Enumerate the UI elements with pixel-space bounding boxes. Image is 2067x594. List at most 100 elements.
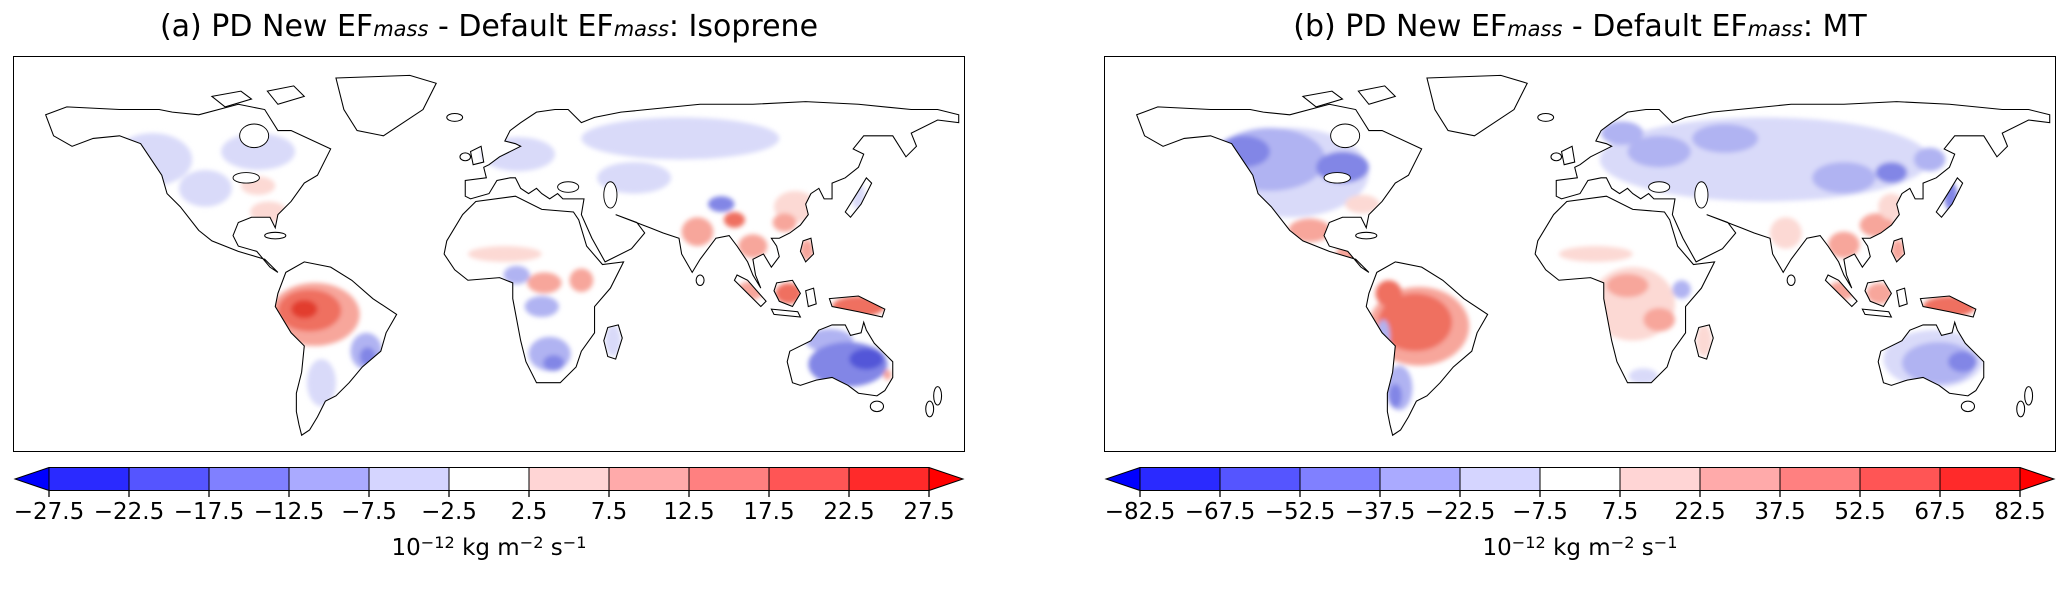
- colorbar-monoterpene-units: 10−12 kg m−2 s−1: [1104, 533, 2056, 561]
- island-outline: [2024, 386, 2034, 406]
- coastline: [603, 324, 623, 360]
- superscript-text: −1: [562, 533, 587, 552]
- text-part: kg m: [454, 535, 520, 562]
- colorbar-segment: [688, 467, 770, 491]
- colorbar-segment: [1219, 467, 1301, 491]
- inland-water: [1330, 123, 1361, 149]
- island-outline: [695, 274, 705, 287]
- text-part: : Isoprene: [668, 9, 819, 44]
- anomaly-west-siberia-blue: [1692, 123, 1759, 153]
- colorbar-segment: [1859, 467, 1941, 491]
- colorbar-segment: [608, 467, 690, 491]
- superscript-text: −12: [1511, 533, 1546, 552]
- colorbar-isoprene-units: 10−12 kg m−2 s−1: [13, 533, 965, 561]
- world-map-monoterpene: [1104, 56, 2056, 452]
- island-outline: [925, 400, 935, 418]
- emission-factor-difference-figure: (a) PD New EFmass - Default EFmass: Isop…: [13, 9, 2056, 561]
- superscript-text: −12: [420, 533, 455, 552]
- colorbar-tick-label: −27.5: [13, 499, 85, 525]
- colorbar-segment: [848, 467, 930, 491]
- colorbar-isoprene: [13, 467, 965, 497]
- anomaly-sahel-pink: [467, 246, 542, 262]
- coastline: [1890, 237, 1906, 263]
- colorbar-tick-label: −2.5: [421, 499, 477, 525]
- anomaly-cape-blue: [1628, 368, 1658, 385]
- colorbar-tick-label: −82.5: [1104, 499, 1176, 525]
- island-outline: [1786, 274, 1796, 287]
- coastline: [828, 295, 886, 318]
- island-outline: [1550, 152, 1563, 162]
- coastline: [1919, 295, 1977, 318]
- island-outline: [869, 400, 885, 413]
- anomaly-south-congo-blue: [524, 296, 559, 318]
- coastline: [1864, 279, 1893, 308]
- coastline: [1560, 145, 1576, 166]
- coastline: [266, 85, 306, 105]
- subscript-text: mass: [1747, 17, 1803, 41]
- colorbar-segment: [1779, 467, 1861, 491]
- subscript-text: mass: [1507, 17, 1563, 41]
- colorbar-tick-label: 17.5: [743, 499, 795, 525]
- colorbar-tick-label: 12.5: [663, 499, 715, 525]
- colorbar-right-arrow: [2019, 467, 2056, 492]
- anomaly-east-africa-blue: [1672, 280, 1691, 299]
- anomaly-mongolia-blue: [1812, 162, 1876, 194]
- coastline: [1534, 195, 1716, 384]
- superscript-text: −1: [1653, 533, 1678, 552]
- anomaly-east-china-pink: [1878, 193, 1905, 220]
- colorbar-segment: [288, 467, 370, 491]
- colorbar-isoprene-tick-labels: −27.5 −22.5 −17.5 −12.5 −7.5 −2.5 2.5 7.5 12.5 17…: [13, 499, 965, 526]
- inland-water: [239, 123, 270, 149]
- text-part: kg m: [1545, 535, 1611, 562]
- colorbar-tick-label: 27.5: [903, 499, 955, 525]
- anomaly-peru-coast-blue: [1376, 319, 1390, 354]
- coastline: [1877, 320, 1985, 397]
- anomaly-east-africa-red: [569, 268, 594, 293]
- island-outline: [1355, 231, 1378, 240]
- subscript-text: mass: [373, 17, 429, 41]
- anomaly-east-europe-blue: [1627, 135, 1691, 168]
- colorbar-segment: [448, 467, 530, 491]
- colorbar-segment: [48, 467, 130, 491]
- anomaly-west-canada-core: [1217, 135, 1270, 168]
- colorbar-segment: [528, 467, 610, 491]
- coastline: [44, 103, 332, 273]
- colorbar-segment: [1459, 467, 1541, 491]
- anomaly-colombia-red: [1375, 280, 1402, 307]
- coastline: [1861, 308, 1893, 318]
- anomaly-australia-core: [849, 348, 884, 370]
- coastline: [1357, 85, 1397, 105]
- anomaly-india-pink: [1770, 217, 1802, 249]
- island-outline: [459, 152, 472, 162]
- island-outline: [1960, 400, 1976, 413]
- text-part: - Default EF: [1562, 9, 1748, 44]
- coastline: [733, 274, 767, 308]
- colorbar-tick-label: −12.5: [253, 499, 325, 525]
- anomaly-indochina: [738, 234, 768, 258]
- colorbar-segment: [128, 467, 210, 491]
- anomaly-great-plains: [178, 169, 232, 207]
- coastline: [1555, 101, 2051, 289]
- coastline: [1935, 176, 1964, 219]
- colorbar-tick-label: −17.5: [173, 499, 245, 525]
- colorbar-tick-label: −22.5: [93, 499, 165, 525]
- coastline: [1896, 287, 1908, 308]
- colorbar-tick-label: 7.5: [1601, 499, 1639, 525]
- anomaly-chile-core: [1388, 384, 1402, 408]
- colorbar-tick-label: 22.5: [823, 499, 875, 525]
- colorbar-tick-label: 52.5: [1834, 499, 1886, 525]
- colorbar-tick-label: 67.5: [1914, 499, 1966, 525]
- anomaly-philippines: [800, 239, 814, 261]
- colorbar-segment: [208, 467, 290, 491]
- island-outline: [2016, 400, 2026, 418]
- anomaly-eastern-canada: [221, 133, 296, 170]
- inland-water: [557, 181, 580, 193]
- coastline: [1301, 90, 1344, 108]
- anomaly-zambia-red: [1643, 307, 1675, 332]
- island-outline: [264, 231, 287, 240]
- coastline: [469, 145, 485, 166]
- text-part: (b) PD New EF: [1293, 9, 1508, 44]
- coastline: [1365, 261, 1489, 437]
- island-outline: [446, 112, 464, 122]
- coastline: [335, 74, 437, 137]
